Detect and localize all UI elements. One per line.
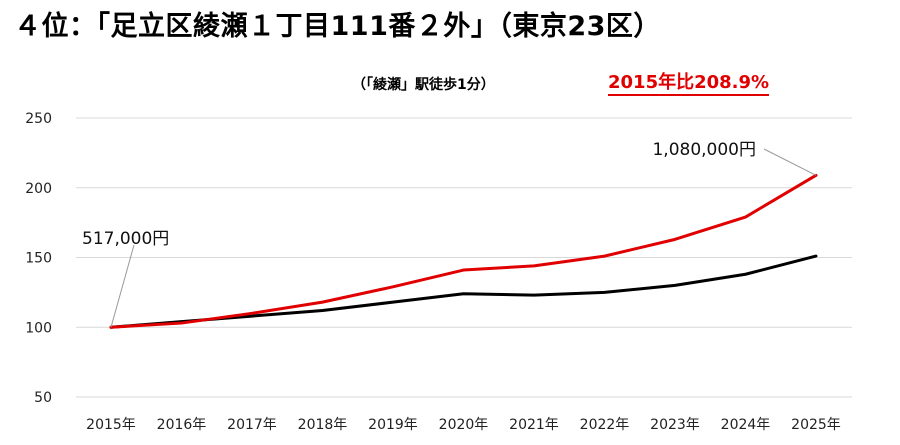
y-tick-label: 150 xyxy=(25,251,52,267)
x-tick-label: 2025年 xyxy=(791,417,841,433)
callout-leader xyxy=(110,244,135,328)
chart-subtitle: （「綾瀬」駅徒歩1分） xyxy=(352,77,495,93)
series-line-1 xyxy=(109,254,818,329)
x-tick-label: 2016年 xyxy=(157,417,207,433)
y-tick-label: 200 xyxy=(25,181,52,197)
x-tick-label: 2023年 xyxy=(650,417,700,433)
x-tick-label: 2020年 xyxy=(439,417,489,433)
callout-leader xyxy=(763,148,817,176)
x-tick-label: 2022年 xyxy=(580,417,630,433)
callout-label: 517,000円 xyxy=(82,229,169,249)
y-tick-label: 50 xyxy=(34,390,52,406)
x-tick-label: 2021年 xyxy=(509,417,559,433)
x-tick-label: 2015年 xyxy=(86,417,136,433)
growth-highlight: 2015年比208.9% xyxy=(608,72,770,96)
y-tick-label: 250 xyxy=(25,111,52,127)
callout-label: 1,080,000円 xyxy=(652,140,756,160)
y-tick-label: 100 xyxy=(25,320,52,336)
x-tick-label: 2024年 xyxy=(721,417,771,433)
series-line-0 xyxy=(109,173,818,329)
page-title: ４位：「足立区綾瀬１丁目111番２外」（東京23区） xyxy=(14,11,661,42)
x-tick-label: 2017年 xyxy=(227,417,277,433)
x-tick-label: 2019年 xyxy=(368,417,418,433)
x-tick-label: 2018年 xyxy=(298,417,348,433)
